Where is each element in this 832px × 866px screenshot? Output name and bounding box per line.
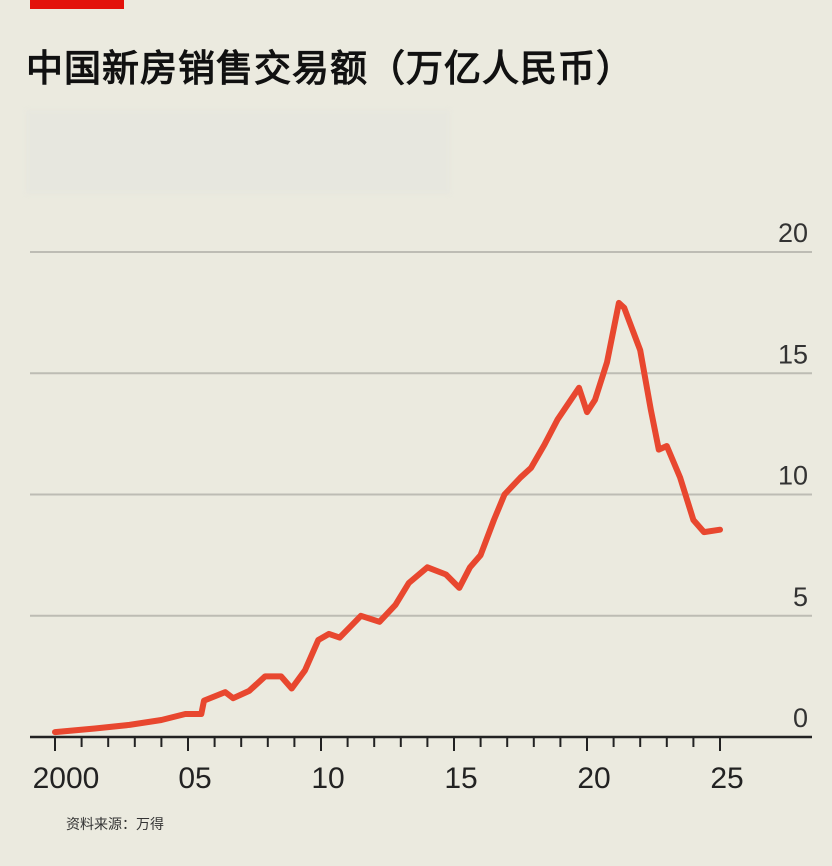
x-tick-label: 15	[444, 762, 477, 795]
chart-title: 中国新房销售交易额（万亿人民币）	[26, 47, 634, 90]
y-tick-label: 10	[778, 461, 808, 491]
y-tick-label: 15	[778, 339, 808, 369]
brand-accent-bar	[30, 0, 124, 9]
y-tick-label: 5	[793, 582, 808, 612]
x-tick-label: 2000	[33, 762, 100, 795]
x-tick-label: 25	[710, 762, 743, 795]
blurred-subtitle-region	[26, 110, 450, 194]
series-line	[52, 299, 723, 736]
source-note: 资料来源：万得	[66, 817, 164, 833]
x-tick-label: 05	[178, 762, 211, 795]
x-tick-label: 10	[311, 762, 344, 795]
x-tick-label: 20	[577, 762, 610, 795]
y-tick-label: 20	[778, 218, 808, 248]
y-tick-label: 0	[793, 703, 808, 733]
